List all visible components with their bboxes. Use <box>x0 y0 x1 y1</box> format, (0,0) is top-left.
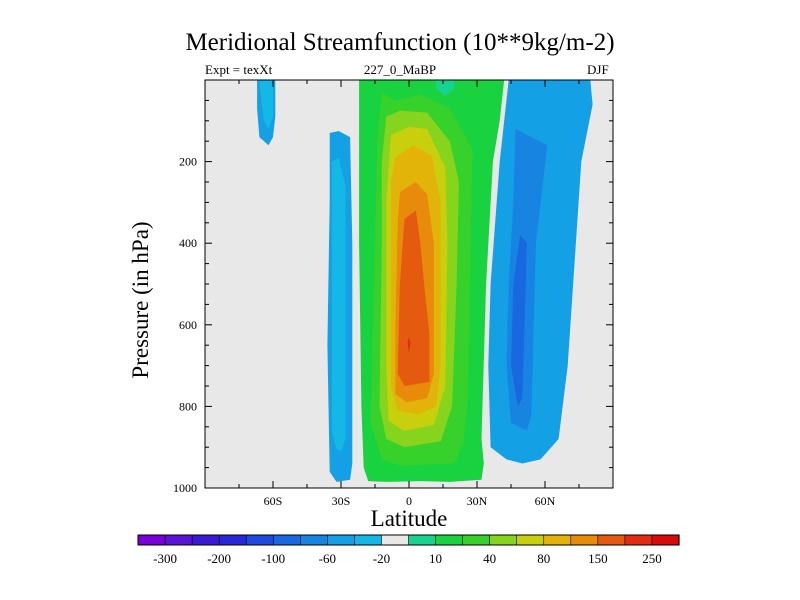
colorbar-label: -60 <box>319 551 336 566</box>
colorbar-label: -100 <box>261 551 285 566</box>
colorbar-swatch <box>435 534 464 546</box>
colorbar-label: 250 <box>642 551 662 566</box>
colorbar-swatch <box>570 534 599 546</box>
x-tick-label: 30S <box>332 494 351 508</box>
colorbar-label: -20 <box>373 551 390 566</box>
contour-region-8 <box>436 80 455 97</box>
x-tick-label: 30N <box>467 494 488 508</box>
y-tick-label: 800 <box>179 399 197 413</box>
colorbar-label: 40 <box>483 551 496 566</box>
colorbar-swatch <box>381 534 410 546</box>
colorbar-swatch <box>489 534 518 546</box>
colorbar-label: 10 <box>429 551 442 566</box>
axis-layer: 60S 30S 0 30N 60N 200 400 600 800 1000 <box>173 79 614 508</box>
colorbar-swatch <box>651 534 680 546</box>
contour-region-14 <box>397 210 430 386</box>
colorbar-frame <box>137 534 680 546</box>
colorbar-swatch <box>354 534 383 546</box>
chart-title: Meridional Streamfunction (10**9kg/m-2) <box>185 29 615 56</box>
period-label: 227_0_MaBP <box>363 62 437 77</box>
colorbar-swatch <box>245 534 274 546</box>
x-tick-label: 0 <box>406 494 412 508</box>
colorbar-swatch <box>164 534 193 546</box>
colorbar-swatch <box>137 534 166 546</box>
x-tick-label: 60N <box>535 494 556 508</box>
colorbar-swatch <box>516 534 545 546</box>
y-tick-label: 600 <box>179 318 197 332</box>
contour-region-1 <box>259 80 273 129</box>
colorbar-swatch <box>327 534 356 546</box>
y-tick-label: 1000 <box>173 481 197 495</box>
colorbar-swatch <box>462 534 491 546</box>
contour-region-15 <box>407 337 411 354</box>
colorbar-swatch <box>597 534 626 546</box>
contour-region-6 <box>511 235 527 407</box>
x-axis-label: Latitude <box>370 506 448 531</box>
colorbar-swatch <box>272 534 301 546</box>
x-tick-label: 60S <box>264 494 283 508</box>
colorbar-swatch <box>191 534 220 546</box>
colorbar: -300 -200 -100 -60 -20 10 40 80 150 250 <box>137 534 680 566</box>
y-tick-label: 400 <box>179 236 197 250</box>
colorbar-label: -300 <box>153 551 177 566</box>
contour-region-3 <box>331 157 346 452</box>
experiment-label: Expt = texXt <box>205 62 273 77</box>
colorbar-swatch <box>408 534 437 546</box>
contour-layer <box>257 80 593 482</box>
colorbar-swatch <box>543 534 572 546</box>
colorbar-label: 150 <box>588 551 608 566</box>
colorbar-swatch <box>218 534 247 546</box>
season-label: DJF <box>587 62 609 77</box>
colorbar-label: -200 <box>207 551 231 566</box>
colorbar-label: 80 <box>537 551 550 566</box>
y-tick-label: 200 <box>179 155 197 169</box>
colorbar-swatch <box>624 534 653 546</box>
colorbar-swatch <box>299 534 328 546</box>
